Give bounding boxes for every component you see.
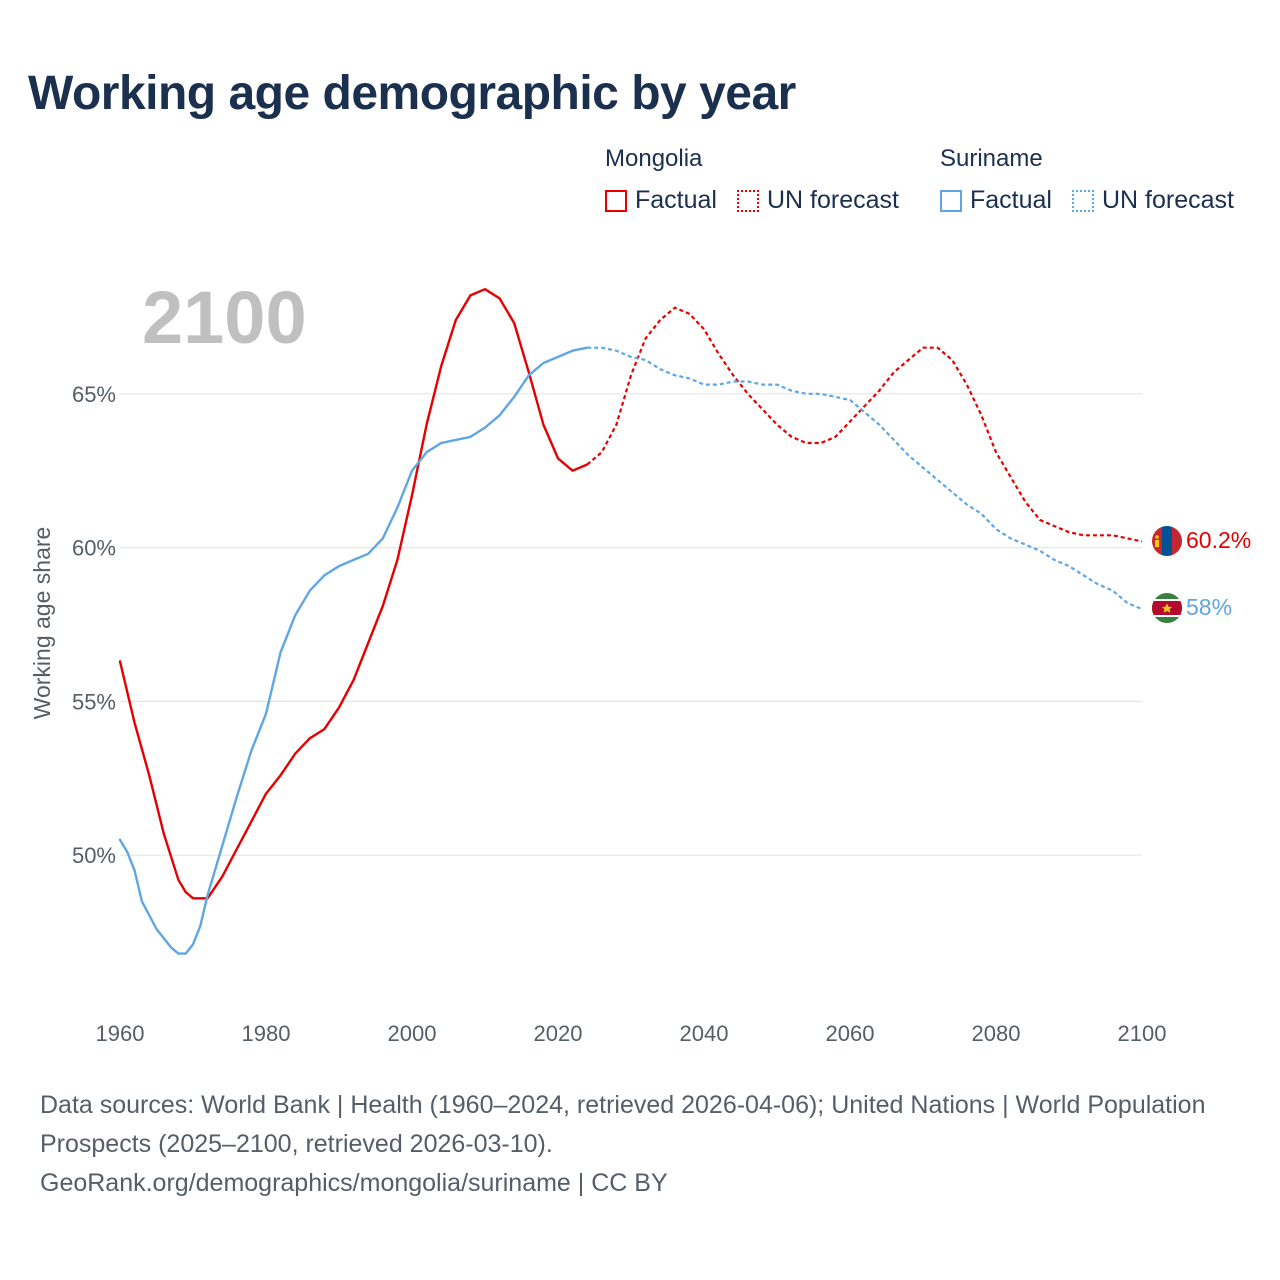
mongolia-forecast-line[interactable]	[586, 306, 1143, 543]
legend-label-mongolia-forecast: UN forecast	[766, 186, 899, 214]
legend-label-suriname-forecast: UN forecast	[1101, 186, 1234, 214]
x-tick-label: 1960	[96, 1021, 145, 1046]
mongolia-flag-icon	[1152, 526, 1182, 556]
legend-item-suriname-forecast[interactable]: UN forecast	[1071, 186, 1234, 215]
y-tick-label: 65%	[72, 382, 116, 407]
suriname-flag-icon	[1152, 593, 1182, 623]
legend-swatch-mongolia-factual	[605, 189, 627, 212]
x-tick-label: 2100	[1118, 1021, 1167, 1046]
legend-swatch-mongolia-forecast	[736, 189, 759, 212]
y-tick-label: 50%	[72, 843, 116, 868]
legend-mongolia: Mongolia Factual UN forecast	[605, 144, 919, 215]
x-tick-label: 2080	[972, 1021, 1021, 1046]
x-tick-label: 1980	[242, 1021, 291, 1046]
data-sources-text: Data sources: World Bank | Health (1960–…	[40, 1091, 1206, 1158]
footer: Data sources: World Bank | Health (1960–…	[40, 1086, 1240, 1203]
legend-country-suriname: Suriname	[940, 145, 1043, 172]
mongolia-factual-line[interactable]	[118, 288, 589, 900]
legend-item-suriname-factual[interactable]: Factual	[940, 186, 1052, 215]
x-tick-label: 2000	[388, 1021, 437, 1046]
credit-link[interactable]: GeoRank.org/demographics/mongolia/surina…	[40, 1169, 668, 1197]
chart-title: Working age demographic by year	[28, 67, 796, 120]
legend-country-mongolia: Mongolia	[605, 145, 703, 172]
x-tick-label: 2060	[826, 1021, 875, 1046]
legend-swatch-suriname-factual	[940, 189, 962, 212]
suriname-factual-line[interactable]	[118, 346, 589, 955]
legend-swatch-suriname-forecast	[1071, 189, 1094, 212]
y-tick-label: 60%	[72, 536, 116, 561]
suriname-end-label: 58%	[1186, 594, 1232, 620]
legend-label-mongolia-factual: Factual	[635, 186, 717, 214]
legend-suriname: Suriname Factual UN forecast	[940, 144, 1234, 215]
year-display: 2100	[142, 276, 307, 359]
y-tick-label: 55%	[72, 689, 116, 714]
legend-item-mongolia-forecast[interactable]: UN forecast	[736, 186, 899, 215]
suriname-forecast-line[interactable]	[587, 346, 1143, 611]
mongolia-end-label: 60.2%	[1186, 527, 1251, 553]
x-tick-label: 2040	[680, 1021, 729, 1046]
x-tick-label: 2020	[534, 1021, 583, 1046]
y-axis-label: Working age share	[29, 527, 55, 720]
legend-item-mongolia-factual[interactable]: Factual	[605, 186, 717, 215]
legend-label-suriname-factual: Factual	[970, 186, 1052, 214]
line-chart: 50% 55% 60% 65% 1960 1980 2000 2020 2040 2060 2080…	[29, 276, 1251, 1046]
